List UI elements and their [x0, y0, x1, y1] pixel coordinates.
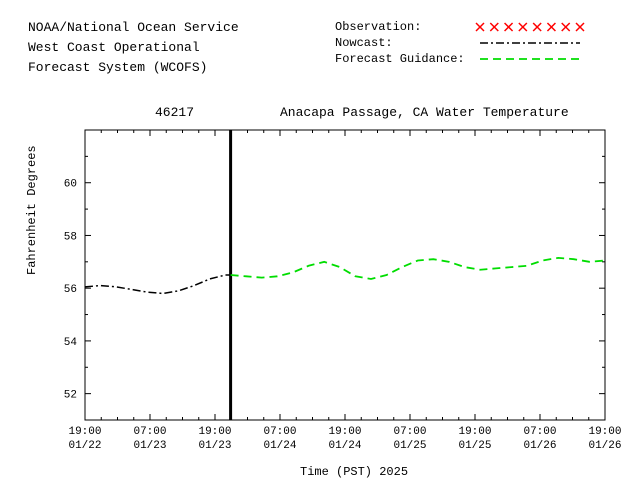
x-tick-label-time: 19:00: [458, 426, 491, 438]
x-tick-label-date: 01/24: [328, 440, 361, 452]
x-tick-label-date: 01/26: [523, 440, 556, 452]
x-tick-label-date: 01/22: [68, 440, 101, 452]
y-tick-label: 60: [64, 179, 77, 191]
header-line-3: Forecast System (WCOFS): [28, 60, 207, 75]
y-tick-label: 54: [64, 337, 78, 349]
header-line-2: West Coast Operational: [28, 40, 200, 55]
x-tick-label-date: 01/25: [393, 440, 426, 452]
plot-border: [85, 130, 605, 420]
x-tick-label-time: 19:00: [588, 426, 621, 438]
y-tick-label: 58: [64, 231, 77, 243]
y-axis-label: Fahrenheit Degrees: [25, 145, 39, 275]
legend-forecast-label: Forecast Guidance:: [335, 52, 465, 66]
chart-svg: 52 54 56 58 60 19:00 01/22 07:00 01/23 19:00 01/23…: [0, 0, 630, 500]
x-tick-label-time: 07:00: [523, 426, 556, 438]
chart-title: Anacapa Passage, CA Water Temperature: [280, 105, 569, 120]
forecast-series: [231, 258, 605, 279]
x-tick-label-time: 07:00: [393, 426, 426, 438]
legend-nowcast-label: Nowcast:: [335, 36, 393, 50]
x-tick-label-time: 07:00: [133, 426, 166, 438]
nowcast-series: [85, 275, 231, 293]
x-tick-label-time: 19:00: [198, 426, 231, 438]
x-tick-label-time: 07:00: [263, 426, 296, 438]
x-tick-label-date: 01/26: [588, 440, 621, 452]
x-tick-label-date: 01/23: [133, 440, 166, 452]
x-tick-label-date: 01/25: [458, 440, 491, 452]
legend-observation-label: Observation:: [335, 20, 421, 34]
x-axis-label: Time (PST) 2025: [300, 465, 408, 479]
x-tick-label-date: 01/24: [263, 440, 296, 452]
y-tick-label: 52: [64, 390, 77, 402]
station-id: 46217: [155, 105, 194, 120]
x-tick-label-time: 19:00: [68, 426, 101, 438]
header-line-1: NOAA/National Ocean Service: [28, 20, 239, 35]
x-tick-label-date: 01/23: [198, 440, 231, 452]
x-tick-label-time: 19:00: [328, 426, 361, 438]
y-tick-label: 56: [64, 284, 77, 296]
